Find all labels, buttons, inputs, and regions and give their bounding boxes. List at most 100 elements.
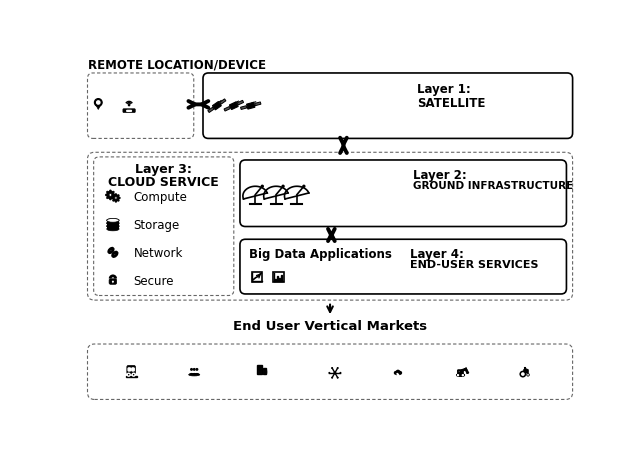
FancyBboxPatch shape: [126, 376, 137, 377]
Circle shape: [107, 192, 114, 199]
Circle shape: [97, 101, 100, 105]
FancyBboxPatch shape: [457, 370, 464, 374]
Text: SATELLITE: SATELLITE: [417, 97, 486, 110]
FancyBboxPatch shape: [107, 224, 119, 227]
Ellipse shape: [107, 222, 119, 225]
Circle shape: [109, 194, 112, 197]
Circle shape: [303, 186, 305, 188]
Ellipse shape: [107, 228, 119, 231]
FancyBboxPatch shape: [88, 74, 194, 139]
Circle shape: [393, 371, 398, 375]
FancyBboxPatch shape: [277, 277, 278, 281]
Circle shape: [398, 371, 402, 375]
Circle shape: [462, 374, 464, 377]
Circle shape: [128, 105, 129, 106]
FancyBboxPatch shape: [265, 370, 266, 371]
Circle shape: [193, 368, 196, 371]
Text: Layer 4:: Layer 4:: [410, 248, 464, 260]
Circle shape: [337, 367, 339, 369]
Text: Compute: Compute: [134, 191, 187, 204]
FancyBboxPatch shape: [260, 370, 261, 372]
Ellipse shape: [189, 374, 200, 376]
Circle shape: [397, 372, 401, 375]
Circle shape: [113, 197, 114, 199]
Polygon shape: [95, 103, 102, 110]
Polygon shape: [213, 102, 222, 111]
Circle shape: [113, 200, 114, 202]
Text: REMOTE LOCATION/DEVICE: REMOTE LOCATION/DEVICE: [88, 58, 265, 71]
FancyBboxPatch shape: [265, 371, 266, 372]
Circle shape: [331, 367, 333, 369]
FancyBboxPatch shape: [88, 344, 573, 399]
Polygon shape: [208, 108, 214, 113]
Text: Storage: Storage: [134, 219, 180, 232]
FancyBboxPatch shape: [263, 370, 264, 371]
Polygon shape: [241, 106, 247, 110]
Circle shape: [521, 372, 525, 376]
Text: GROUND INFRASTRUCTURE: GROUND INFRASTRUCTURE: [413, 181, 573, 191]
FancyBboxPatch shape: [88, 153, 573, 300]
Ellipse shape: [107, 219, 119, 222]
Circle shape: [395, 372, 399, 375]
Circle shape: [128, 374, 130, 376]
Circle shape: [111, 198, 113, 199]
Circle shape: [109, 191, 111, 192]
Ellipse shape: [107, 222, 119, 226]
Circle shape: [520, 371, 526, 378]
Polygon shape: [237, 101, 243, 106]
FancyBboxPatch shape: [279, 278, 280, 281]
Circle shape: [115, 201, 117, 203]
Text: Layer 3:: Layer 3:: [135, 163, 192, 176]
Circle shape: [109, 199, 111, 201]
Circle shape: [107, 192, 108, 193]
Circle shape: [261, 186, 263, 188]
Circle shape: [107, 197, 108, 199]
FancyBboxPatch shape: [128, 368, 131, 371]
FancyBboxPatch shape: [240, 161, 567, 227]
Text: Secure: Secure: [134, 274, 174, 287]
FancyBboxPatch shape: [458, 370, 460, 372]
Circle shape: [331, 377, 333, 379]
FancyBboxPatch shape: [260, 372, 261, 374]
Circle shape: [118, 200, 119, 202]
FancyBboxPatch shape: [123, 110, 135, 113]
Text: END-USER SERVICES: END-USER SERVICES: [410, 260, 538, 270]
Ellipse shape: [107, 225, 119, 228]
Circle shape: [115, 197, 117, 200]
FancyBboxPatch shape: [257, 366, 261, 374]
Polygon shape: [247, 103, 255, 110]
Circle shape: [106, 195, 107, 197]
Polygon shape: [254, 103, 261, 106]
Circle shape: [339, 372, 341, 374]
Circle shape: [127, 111, 128, 112]
FancyBboxPatch shape: [107, 221, 119, 223]
FancyBboxPatch shape: [274, 279, 276, 281]
Circle shape: [115, 194, 117, 196]
Circle shape: [109, 194, 112, 197]
Text: Layer 2:: Layer 2:: [413, 168, 467, 181]
Circle shape: [526, 373, 530, 377]
Circle shape: [115, 197, 117, 200]
Circle shape: [118, 195, 119, 197]
FancyBboxPatch shape: [265, 372, 266, 374]
Circle shape: [129, 111, 130, 112]
Polygon shape: [229, 103, 238, 110]
Polygon shape: [466, 372, 469, 374]
FancyBboxPatch shape: [281, 275, 283, 281]
FancyBboxPatch shape: [263, 368, 266, 374]
FancyBboxPatch shape: [240, 240, 567, 294]
Circle shape: [328, 372, 330, 374]
Circle shape: [337, 377, 339, 379]
Ellipse shape: [107, 225, 119, 228]
Wedge shape: [189, 373, 194, 375]
Text: Layer 1:: Layer 1:: [417, 83, 471, 96]
FancyBboxPatch shape: [258, 370, 259, 372]
Text: Network: Network: [134, 246, 183, 259]
FancyBboxPatch shape: [263, 372, 264, 374]
Polygon shape: [224, 107, 231, 112]
Circle shape: [113, 196, 119, 202]
Circle shape: [95, 100, 102, 107]
Circle shape: [190, 368, 193, 371]
FancyBboxPatch shape: [127, 366, 135, 374]
FancyBboxPatch shape: [107, 227, 119, 229]
